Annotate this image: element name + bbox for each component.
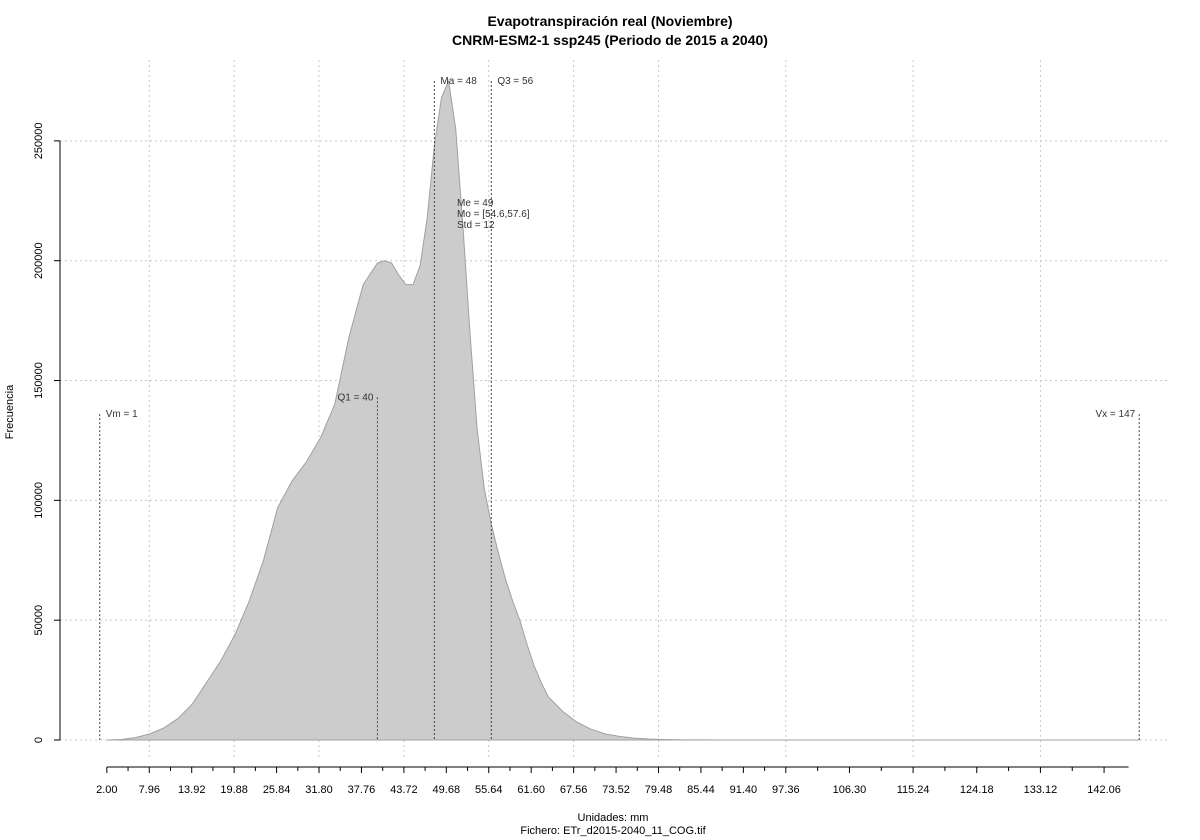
area-layer bbox=[106, 79, 1140, 741]
y-axis: 0 50000 100000 150000 200000 250000 bbox=[33, 123, 61, 743]
y-tick-label: 50000 bbox=[33, 605, 45, 636]
x-tick-label: 61.60 bbox=[517, 784, 545, 796]
x-tick-label: 142.06 bbox=[1087, 784, 1121, 796]
y-tick-label: 0 bbox=[33, 737, 45, 743]
x-tick-label: 2.00 bbox=[96, 784, 117, 796]
x-tick-label: 73.52 bbox=[602, 784, 630, 796]
y-tick-label: 100000 bbox=[33, 482, 45, 519]
y-axis-label: Frecuencia bbox=[4, 384, 16, 439]
annotation-label: Q1 = 40 bbox=[338, 392, 374, 403]
x-tick-label: 43.72 bbox=[390, 784, 418, 796]
x-tick-label: 25.84 bbox=[263, 784, 291, 796]
annotation-lines bbox=[99, 80, 1140, 740]
annotation-labels: Vm = 1 Q1 = 40 Ma = 48 Q3 = 56 Vx = 147 bbox=[106, 76, 1136, 420]
chart-subtitle: CNRM-ESM2-1 ssp245 (Periodo de 2015 a 20… bbox=[452, 32, 768, 48]
x-tick-label: 7.96 bbox=[139, 784, 160, 796]
x-axis: 2.00 7.96 13.92 19.88 25.84 31.80 37.76 43.72 49… bbox=[96, 766, 1129, 796]
stats-line-mode: Mo = [54.6,57.6] bbox=[457, 209, 530, 220]
chart-title: Evapotranspiración real (Noviembre) bbox=[487, 13, 732, 29]
x-tick-label: 13.92 bbox=[178, 784, 206, 796]
annotation-label: Vx = 147 bbox=[1095, 409, 1135, 420]
annotation-label: Q3 = 56 bbox=[497, 76, 533, 87]
annotation-label: Vm = 1 bbox=[106, 409, 138, 420]
x-tick-label: 37.76 bbox=[348, 784, 376, 796]
x-tick-label: 55.64 bbox=[475, 784, 503, 796]
density-area bbox=[106, 79, 1140, 741]
x-tick-label: 133.12 bbox=[1024, 784, 1058, 796]
x-tick-label: 19.88 bbox=[220, 784, 248, 796]
y-tick-label: 150000 bbox=[33, 362, 45, 399]
annotation-label: Ma = 48 bbox=[440, 76, 477, 87]
x-tick-label: 67.56 bbox=[560, 784, 588, 796]
x-tick-label: 91.40 bbox=[730, 784, 758, 796]
x-tick-label: 79.48 bbox=[645, 784, 673, 796]
grid-layer bbox=[60, 60, 1170, 760]
y-tick-label: 200000 bbox=[33, 242, 45, 279]
x-tick-label: 31.80 bbox=[305, 784, 333, 796]
stats-line-median: Me = 49 bbox=[457, 198, 494, 209]
stats-box: Me = 49 Mo = [54.6,57.6] Std = 12 bbox=[457, 198, 530, 231]
x-tick-label: 115.24 bbox=[897, 784, 930, 796]
file-caption: Fichero: ETr_d2015-2040_11_COG.tif bbox=[520, 825, 706, 837]
x-tick-label: 106.30 bbox=[833, 784, 867, 796]
x-axis-label: Unidades: mm bbox=[578, 812, 649, 824]
y-tick-label: 250000 bbox=[33, 123, 45, 160]
x-tick-label: 124.18 bbox=[960, 784, 994, 796]
stats-line-std: Std = 12 bbox=[457, 220, 495, 231]
x-tick-label: 97.36 bbox=[772, 784, 800, 796]
x-tick-label: 49.68 bbox=[433, 784, 461, 796]
x-tick-label: 85.44 bbox=[687, 784, 715, 796]
